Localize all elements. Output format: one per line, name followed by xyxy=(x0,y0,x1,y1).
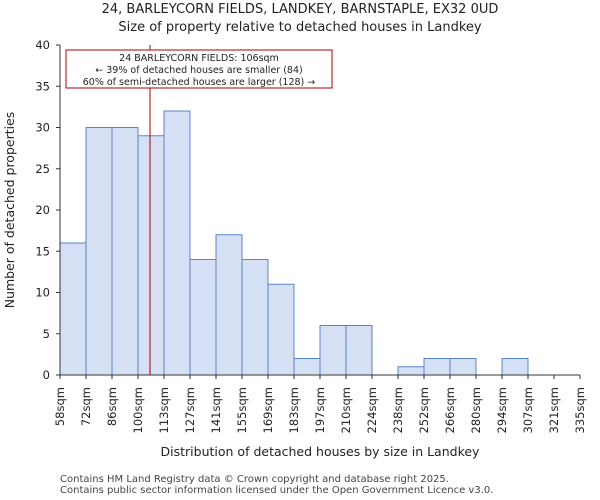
bar-58sqm xyxy=(59,242,87,376)
footer-attribution-2: Contains public sector information licen… xyxy=(60,485,494,496)
x-tick-label: 280sqm xyxy=(469,387,483,433)
bar-266sqm xyxy=(449,358,477,376)
x-tick-label: 335sqm xyxy=(573,387,587,433)
bars-group xyxy=(59,110,529,376)
bar-100sqm xyxy=(137,135,165,376)
y-tick-label: 40 xyxy=(35,38,50,52)
x-ticks-group: 58sqm 72sqm 86sqm 100sqm 113sqm 127sqm 141sqm 1… xyxy=(53,375,587,433)
bar-238sqm xyxy=(397,366,425,376)
bar-86sqm xyxy=(111,127,139,376)
bar-141sqm xyxy=(215,234,243,376)
bar-127sqm xyxy=(189,259,217,376)
annotation-line-1: 24 BARLEYCORN FIELDS: 106sqm xyxy=(119,53,279,64)
x-tick-label: 141sqm xyxy=(209,387,223,433)
x-tick-label: 127sqm xyxy=(183,387,197,433)
x-axis-title: Distribution of detached houses by size … xyxy=(161,444,481,459)
bar-183sqm xyxy=(293,358,321,376)
y-tick-label: 10 xyxy=(35,286,50,300)
x-tick-label: 155sqm xyxy=(235,387,249,433)
bar-72sqm xyxy=(85,127,113,376)
bar-155sqm xyxy=(241,259,269,376)
bar-294sqm xyxy=(501,358,529,376)
x-tick-label: 210sqm xyxy=(339,387,353,433)
y-axis-title: Number of detached properties xyxy=(2,112,17,309)
x-tick-label: 321sqm xyxy=(547,387,561,433)
bar-197sqm xyxy=(319,325,347,376)
y-tick-label: 15 xyxy=(35,244,50,258)
y-tick-label: 5 xyxy=(43,327,50,341)
x-tick-label: 58sqm xyxy=(53,387,67,426)
y-tick-label: 30 xyxy=(35,121,50,135)
y-ticks-group: 0 5 10 15 20 25 30 35 40 xyxy=(35,38,60,382)
y-tick-label: 20 xyxy=(35,203,50,217)
annotation-box xyxy=(65,49,333,89)
y-tick-label: 35 xyxy=(35,79,50,93)
x-tick-label: 238sqm xyxy=(391,387,405,433)
x-tick-label: 113sqm xyxy=(157,387,171,433)
x-tick-label: 266sqm xyxy=(443,387,457,433)
y-tick-label: 0 xyxy=(43,368,50,382)
x-tick-label: 183sqm xyxy=(287,387,301,433)
annotation-line-2: ← 39% of detached houses are smaller (84… xyxy=(95,65,302,76)
chart-title: 24, BARLEYCORN FIELDS, LANDKEY, BARNSTAP… xyxy=(102,2,499,17)
chart-subtitle: Size of property relative to detached ho… xyxy=(118,20,482,35)
footer-attribution-1: Contains HM Land Registry data © Crown c… xyxy=(60,474,449,485)
y-tick-label: 25 xyxy=(35,162,50,176)
bar-113sqm xyxy=(163,110,191,376)
x-tick-label: 224sqm xyxy=(365,387,379,433)
x-tick-label: 169sqm xyxy=(261,387,275,433)
x-tick-label: 197sqm xyxy=(313,387,327,433)
x-tick-label: 72sqm xyxy=(79,387,93,426)
bar-210sqm xyxy=(345,325,373,376)
bar-169sqm xyxy=(267,283,295,376)
x-tick-label: 86sqm xyxy=(105,387,119,426)
x-tick-label: 252sqm xyxy=(417,387,431,433)
x-tick-label: 307sqm xyxy=(521,387,535,433)
x-tick-label: 100sqm xyxy=(131,387,145,433)
bar-252sqm xyxy=(423,358,451,376)
x-tick-label: 294sqm xyxy=(495,387,509,433)
annotation-line-3: 60% of semi-detached houses are larger (… xyxy=(83,77,316,88)
